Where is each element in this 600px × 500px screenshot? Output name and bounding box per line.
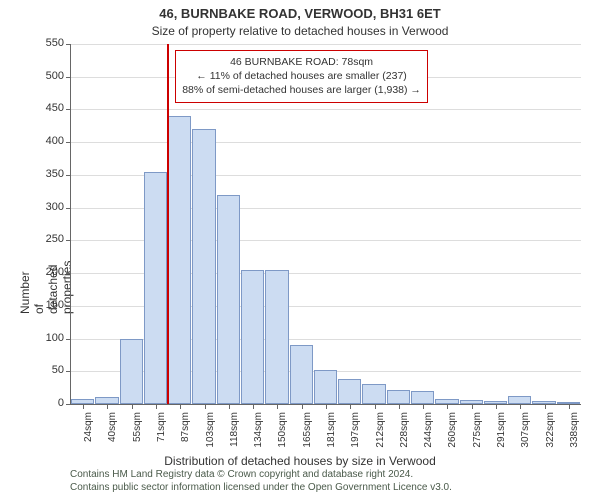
x-tick: [472, 404, 473, 409]
y-tick: [66, 77, 71, 78]
histogram-bar: [508, 396, 531, 404]
y-tick-label: 200: [9, 266, 64, 278]
y-tick: [66, 306, 71, 307]
chart-subtitle: Size of property relative to detached ho…: [0, 24, 600, 38]
plot-area: 05010015020025030035040045050055024sqm40…: [70, 44, 581, 405]
y-tick: [66, 240, 71, 241]
credits: Contains HM Land Registry data © Crown c…: [70, 468, 452, 494]
y-tick-label: 50: [9, 364, 64, 376]
x-tick: [569, 404, 570, 409]
gridline: [71, 44, 581, 45]
histogram-bar: [314, 370, 337, 404]
y-tick-label: 150: [9, 299, 64, 311]
x-tick: [132, 404, 133, 409]
x-tick: [180, 404, 181, 409]
y-tick-label: 250: [9, 233, 64, 245]
callout-box: 46 BURNBAKE ROAD: 78sqm← 11% of detached…: [175, 50, 428, 103]
x-tick: [205, 404, 206, 409]
x-tick: [545, 404, 546, 409]
callout-line-3: 88% of semi-detached houses are larger (…: [182, 83, 421, 97]
x-tick: [375, 404, 376, 409]
x-tick: [423, 404, 424, 409]
credits-line-1: Contains HM Land Registry data © Crown c…: [70, 468, 452, 481]
y-tick-label: 400: [9, 135, 64, 147]
x-tick: [350, 404, 351, 409]
histogram-bar: [338, 379, 361, 404]
x-tick: [326, 404, 327, 409]
y-tick: [66, 44, 71, 45]
histogram-bar: [168, 116, 191, 404]
x-tick: [83, 404, 84, 409]
x-tick: [520, 404, 521, 409]
x-axis-title: Distribution of detached houses by size …: [0, 454, 600, 468]
x-tick: [277, 404, 278, 409]
y-tick: [66, 371, 71, 372]
x-tick: [107, 404, 108, 409]
gridline: [71, 142, 581, 143]
histogram-bar: [362, 384, 385, 404]
histogram-bar: [241, 270, 264, 404]
x-tick: [399, 404, 400, 409]
y-tick: [66, 208, 71, 209]
callout-line-1: 46 BURNBAKE ROAD: 78sqm: [182, 55, 421, 69]
y-tick-label: 450: [9, 102, 64, 114]
y-tick-label: 350: [9, 168, 64, 180]
histogram-bar: [387, 390, 410, 404]
y-tick-label: 550: [9, 37, 64, 49]
x-tick: [302, 404, 303, 409]
y-tick: [66, 175, 71, 176]
y-tick: [66, 339, 71, 340]
chart-container: { "title":"46, BURNBAKE ROAD, VERWOOD, B…: [0, 0, 600, 500]
histogram-bar: [192, 129, 215, 404]
y-tick-label: 500: [9, 70, 64, 82]
y-tick-label: 300: [9, 201, 64, 213]
y-tick: [66, 142, 71, 143]
y-tick: [66, 273, 71, 274]
histogram-bar: [120, 339, 143, 404]
x-tick: [447, 404, 448, 409]
callout-line-2: ← 11% of detached houses are smaller (23…: [182, 69, 421, 83]
y-tick: [66, 109, 71, 110]
gridline: [71, 109, 581, 110]
x-tick: [229, 404, 230, 409]
y-tick-label: 0: [9, 397, 64, 409]
x-tick: [496, 404, 497, 409]
chart-title: 46, BURNBAKE ROAD, VERWOOD, BH31 6ET: [0, 6, 600, 21]
reference-line: [167, 44, 169, 404]
histogram-bar: [265, 270, 288, 404]
x-tick: [156, 404, 157, 409]
histogram-bar: [144, 172, 167, 404]
histogram-bar: [411, 391, 434, 404]
y-tick: [66, 404, 71, 405]
credits-line-2: Contains public sector information licen…: [70, 481, 452, 494]
y-tick-label: 100: [9, 332, 64, 344]
x-tick: [253, 404, 254, 409]
histogram-bar: [290, 345, 313, 404]
histogram-bar: [217, 195, 240, 404]
